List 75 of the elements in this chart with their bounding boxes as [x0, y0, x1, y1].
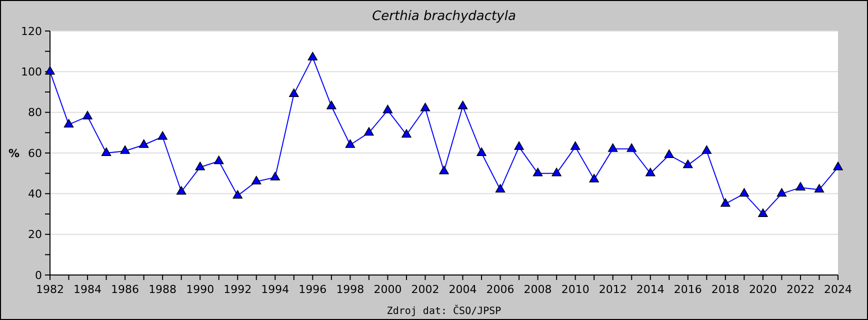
point — [270, 172, 280, 180]
x-tick-label: 2006 — [486, 283, 514, 296]
x-tick-label: 2022 — [786, 283, 814, 296]
y-tick-label: 0 — [35, 268, 42, 282]
y-tick-label: 100 — [21, 66, 42, 79]
point — [552, 168, 562, 176]
y-axis-title: % — [8, 146, 20, 160]
x-tick-label: 2010 — [561, 283, 590, 296]
point — [101, 147, 112, 156]
point — [345, 139, 356, 148]
x-tick-label: 1996 — [298, 283, 327, 296]
point — [532, 168, 543, 176]
y-tick-label: 40 — [28, 188, 42, 201]
x-tick-label: 1990 — [186, 283, 214, 296]
point — [439, 166, 449, 174]
x-tick-label: 2004 — [448, 283, 477, 296]
point — [758, 208, 768, 217]
point — [64, 119, 74, 128]
text: Zdroj dat: ČSO/JPSP — [386, 304, 502, 317]
x-tick-label: 1988 — [148, 283, 177, 296]
y-tick-label: 20 — [28, 228, 42, 242]
x-tick-label: 1986 — [111, 283, 140, 296]
x-tick-label: 2024 — [824, 283, 852, 296]
point — [214, 156, 224, 164]
x-tick-label: 1994 — [261, 283, 290, 296]
point — [82, 110, 92, 120]
x-tick-label: 2016 — [674, 283, 702, 296]
point — [138, 139, 149, 148]
x-tick-label: 1992 — [224, 283, 252, 296]
point — [570, 141, 580, 150]
point — [626, 143, 636, 152]
point — [195, 162, 205, 170]
x-tick-label: 2020 — [748, 283, 777, 296]
point — [45, 66, 55, 75]
point — [364, 127, 374, 136]
point — [289, 88, 299, 97]
x-tick-label: 2000 — [374, 283, 402, 296]
point — [382, 104, 393, 114]
x-tick-label: 1982 — [36, 283, 64, 296]
point — [720, 198, 730, 207]
point — [232, 190, 242, 199]
point — [176, 186, 186, 195]
point — [683, 160, 693, 168]
point — [796, 182, 806, 191]
point — [420, 102, 430, 112]
x-tick-label: 1984 — [74, 283, 102, 296]
y-tick-label: 60 — [28, 146, 42, 160]
point — [608, 143, 618, 152]
point — [833, 162, 843, 170]
x-tick-label: 2018 — [711, 283, 740, 296]
point — [589, 174, 599, 182]
point — [308, 52, 318, 60]
x-tick-label: 2014 — [636, 283, 664, 296]
point — [739, 188, 750, 197]
x-tick-label: 2008 — [524, 283, 552, 296]
point — [776, 188, 787, 197]
point — [476, 147, 486, 156]
point — [514, 141, 524, 150]
x-tick-label: 2002 — [411, 283, 440, 296]
point — [646, 168, 656, 176]
point — [326, 100, 336, 110]
point — [702, 145, 712, 154]
chart-title: Certhia brachydactyla — [372, 9, 516, 24]
x-tick-label: 2012 — [598, 283, 627, 296]
point — [120, 145, 130, 154]
point — [814, 184, 824, 193]
point — [664, 150, 674, 158]
x-tick-label: 1998 — [336, 283, 364, 296]
point — [158, 131, 168, 140]
y-tick-label: 80 — [28, 106, 42, 120]
point — [495, 184, 506, 193]
point — [402, 129, 412, 138]
point — [252, 176, 262, 184]
y-tick-label: 120 — [21, 24, 42, 38]
point — [458, 100, 468, 110]
